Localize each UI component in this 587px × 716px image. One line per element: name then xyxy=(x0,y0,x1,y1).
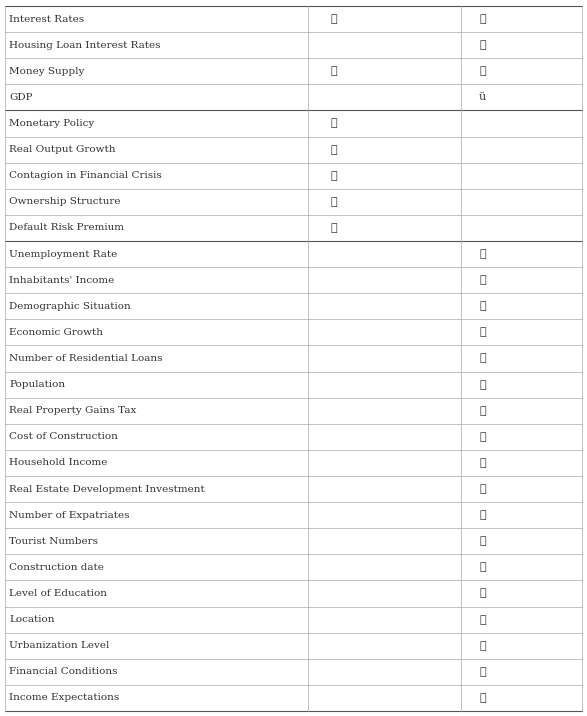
Text: Interest Rates: Interest Rates xyxy=(9,14,84,24)
Text: ✓: ✓ xyxy=(479,484,485,494)
Text: Inhabitants' Income: Inhabitants' Income xyxy=(9,276,114,285)
Text: Location: Location xyxy=(9,615,55,624)
Text: Money Supply: Money Supply xyxy=(9,67,85,76)
Text: Real Output Growth: Real Output Growth xyxy=(9,145,116,154)
Text: Population: Population xyxy=(9,380,65,389)
Text: ✓: ✓ xyxy=(479,406,485,416)
Text: ✓: ✓ xyxy=(331,119,338,128)
Text: Real Estate Development Investment: Real Estate Development Investment xyxy=(9,485,205,493)
Text: ✓: ✓ xyxy=(479,589,485,599)
Text: Unemployment Rate: Unemployment Rate xyxy=(9,250,117,258)
Text: ✓: ✓ xyxy=(479,693,485,703)
Text: Number of Expatriates: Number of Expatriates xyxy=(9,511,130,520)
Text: ✓: ✓ xyxy=(479,249,485,259)
Text: ✓: ✓ xyxy=(331,67,338,77)
Text: ✓: ✓ xyxy=(479,614,485,624)
Text: ✓: ✓ xyxy=(479,379,485,390)
Text: Monetary Policy: Monetary Policy xyxy=(9,119,95,128)
Text: ✓: ✓ xyxy=(479,641,485,651)
Text: ✓: ✓ xyxy=(479,275,485,285)
Text: ✓: ✓ xyxy=(479,536,485,546)
Text: Household Income: Household Income xyxy=(9,458,107,468)
Text: ✓: ✓ xyxy=(331,145,338,155)
Text: Number of Residential Loans: Number of Residential Loans xyxy=(9,354,163,363)
Text: Default Risk Premium: Default Risk Premium xyxy=(9,223,124,233)
Text: ✓: ✓ xyxy=(331,170,338,180)
Text: ✓: ✓ xyxy=(331,223,338,233)
Text: Demographic Situation: Demographic Situation xyxy=(9,301,131,311)
Text: Financial Conditions: Financial Conditions xyxy=(9,667,117,677)
Text: Housing Loan Interest Rates: Housing Loan Interest Rates xyxy=(9,41,160,49)
Text: ✓: ✓ xyxy=(479,562,485,572)
Text: ✓: ✓ xyxy=(479,301,485,311)
Text: Income Expectations: Income Expectations xyxy=(9,693,119,702)
Text: ✓: ✓ xyxy=(479,67,485,77)
Text: Cost of Construction: Cost of Construction xyxy=(9,432,118,441)
Text: Tourist Numbers: Tourist Numbers xyxy=(9,537,98,546)
Text: Urbanization Level: Urbanization Level xyxy=(9,642,109,650)
Text: ✓: ✓ xyxy=(479,40,485,50)
Text: ✓: ✓ xyxy=(479,511,485,520)
Text: ✓: ✓ xyxy=(479,354,485,364)
Text: ✓: ✓ xyxy=(479,432,485,442)
Text: ✓: ✓ xyxy=(479,14,485,24)
Text: ✓: ✓ xyxy=(331,14,338,24)
Text: ✓: ✓ xyxy=(331,197,338,207)
Text: ü: ü xyxy=(479,92,486,102)
Text: Ownership Structure: Ownership Structure xyxy=(9,198,120,206)
Text: GDP: GDP xyxy=(9,93,32,102)
Text: ✓: ✓ xyxy=(479,327,485,337)
Text: Level of Education: Level of Education xyxy=(9,589,107,598)
Text: Construction date: Construction date xyxy=(9,563,104,572)
Text: ✓: ✓ xyxy=(479,458,485,468)
Text: Contagion in Financial Crisis: Contagion in Financial Crisis xyxy=(9,171,162,180)
Text: Real Property Gains Tax: Real Property Gains Tax xyxy=(9,406,136,415)
Text: Economic Growth: Economic Growth xyxy=(9,328,103,337)
Text: ✓: ✓ xyxy=(479,667,485,677)
